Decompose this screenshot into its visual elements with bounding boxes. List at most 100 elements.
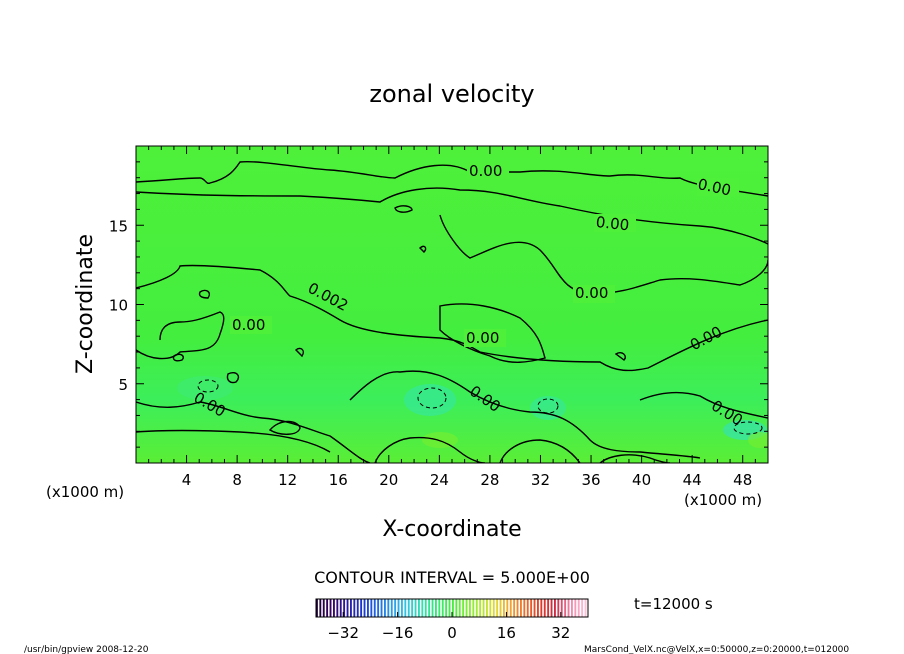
x-tick-label: 12 <box>278 471 297 489</box>
x-unit-right: (x1000 m) <box>684 491 762 509</box>
colorbar-swatch <box>373 599 376 617</box>
colorbar-swatch <box>520 599 522 617</box>
colorbar-swatch <box>469 599 471 617</box>
colorbar-swatch <box>448 599 451 617</box>
time-label: t=12000 s <box>634 595 713 613</box>
x-tick-label: 4 <box>182 471 192 489</box>
colorbar-tick-label: 0 <box>447 624 457 642</box>
contour-interval: CONTOUR INTERVAL = 5.000E+00 <box>314 568 590 587</box>
x-tick-label: 48 <box>733 471 752 489</box>
colorbar-swatch <box>584 599 587 617</box>
colorbar-swatch <box>421 599 424 617</box>
colorbar-swatch <box>577 599 580 617</box>
colorbar-swatch <box>333 599 335 617</box>
colorbar-swatch <box>547 599 550 617</box>
colorbar-swatch <box>431 599 434 617</box>
colorbar-swatch <box>384 599 386 617</box>
colorbar-swatch <box>424 599 427 617</box>
colorbar-swatch <box>509 599 512 617</box>
colorbar-swatch <box>516 599 519 617</box>
colorbar-swatch <box>322 599 325 617</box>
colorbar-swatch <box>564 599 567 617</box>
colorbar-swatch <box>503 599 505 617</box>
colorbar-swatch <box>343 599 346 617</box>
colorbar-tick-label: −32 <box>327 624 359 642</box>
colorbar-swatch <box>414 599 417 617</box>
x-tick-label: 28 <box>480 471 499 489</box>
colorbar-swatch <box>530 599 533 617</box>
x-tick-label: 40 <box>632 471 651 489</box>
colorbar-tick-label: 32 <box>551 624 570 642</box>
colorbar-swatch <box>492 599 495 617</box>
colorbar-swatch <box>499 599 502 617</box>
colorbar-swatch <box>445 599 448 617</box>
x-tick-label: 20 <box>379 471 398 489</box>
colorbar-swatch <box>401 599 403 617</box>
y-tick-label: 10 <box>109 297 128 315</box>
colorbar-swatch <box>411 599 414 617</box>
colorbar-swatch <box>346 599 349 617</box>
y-tick-labels: 5 10 15 <box>109 217 128 394</box>
colorbar-swatch <box>540 599 543 617</box>
colorbar-swatch <box>526 599 529 617</box>
colorbar-swatch <box>336 599 339 617</box>
contour-label: 0.00 <box>469 162 502 180</box>
x-tick-labels: 4 8 12 16 20 24 28 32 36 40 44 48 <box>182 471 752 489</box>
colorbar-swatch <box>367 599 369 617</box>
contour-labels: 0.00 0.00 0.00 0.00 0.00 0.002 0.00 0.00… <box>191 161 746 429</box>
colorbar-swatch <box>339 599 342 617</box>
colorbar-swatch <box>428 599 431 617</box>
y-axis-label: Z-coordinate <box>73 234 98 374</box>
colorbar-swatch <box>560 599 563 617</box>
contour-label: 0.00 <box>595 213 630 234</box>
colorbar-swatch <box>571 599 573 617</box>
colorbar-swatch <box>394 599 397 617</box>
colorbar-swatch <box>390 599 393 617</box>
x-axis-label: X-coordinate <box>382 517 521 542</box>
colorbar-swatch <box>363 599 366 617</box>
x-tick-label: 36 <box>581 471 600 489</box>
colorbar-tick-label: 16 <box>497 624 516 642</box>
x-unit-left: (x1000 m) <box>46 483 124 501</box>
colorbar-swatch <box>329 599 332 617</box>
colorbar-swatch <box>550 599 553 617</box>
colorbar-swatch <box>418 599 420 617</box>
colorbar-swatch <box>377 599 380 617</box>
colorbar-swatch <box>462 599 465 617</box>
x-tick-label: 8 <box>232 471 242 489</box>
contour-label: 0.00 <box>575 284 608 302</box>
colorbar-swatch <box>465 599 468 617</box>
colorbar-swatch <box>397 599 400 617</box>
footer-right: MarsCond_VelX.nc@VelX,x=0:50000,z=0:2000… <box>584 645 849 654</box>
colorbar-swatch <box>537 599 539 617</box>
colorbar-swatch <box>350 599 352 617</box>
colorbar-swatch <box>533 599 536 617</box>
colorbar-swatch <box>319 599 322 617</box>
colorbar-swatch <box>407 599 410 617</box>
colorbar-swatch <box>557 599 560 617</box>
colorbar-swatch <box>567 599 570 617</box>
colorbar-swatch <box>523 599 526 617</box>
colorbar-swatch <box>506 599 509 617</box>
colorbar-swatch <box>435 599 437 617</box>
colorbar-swatch <box>489 599 492 617</box>
axis-ticks <box>136 146 768 463</box>
colorbar-swatch <box>581 599 584 617</box>
contour-label: 0.00 <box>466 329 499 347</box>
chart-title: zonal velocity <box>369 80 534 108</box>
x-tick-label: 32 <box>531 471 550 489</box>
colorbar-swatch <box>455 599 458 617</box>
footer-left: /usr/bin/gpview 2008-12-20 <box>24 645 149 654</box>
colorbar-swatch <box>574 599 577 617</box>
colorbar-swatch <box>543 599 546 617</box>
colorbar-swatch <box>513 599 516 617</box>
colorbar-swatch <box>554 599 556 617</box>
y-tick-label: 15 <box>109 217 128 235</box>
colorbar-swatch <box>380 599 383 617</box>
x-tick-label: 16 <box>329 471 348 489</box>
colorbar-swatch <box>472 599 475 617</box>
colorbar-swatch <box>387 599 390 617</box>
colorbar <box>316 599 587 617</box>
colorbar-tick-label: −16 <box>382 624 414 642</box>
